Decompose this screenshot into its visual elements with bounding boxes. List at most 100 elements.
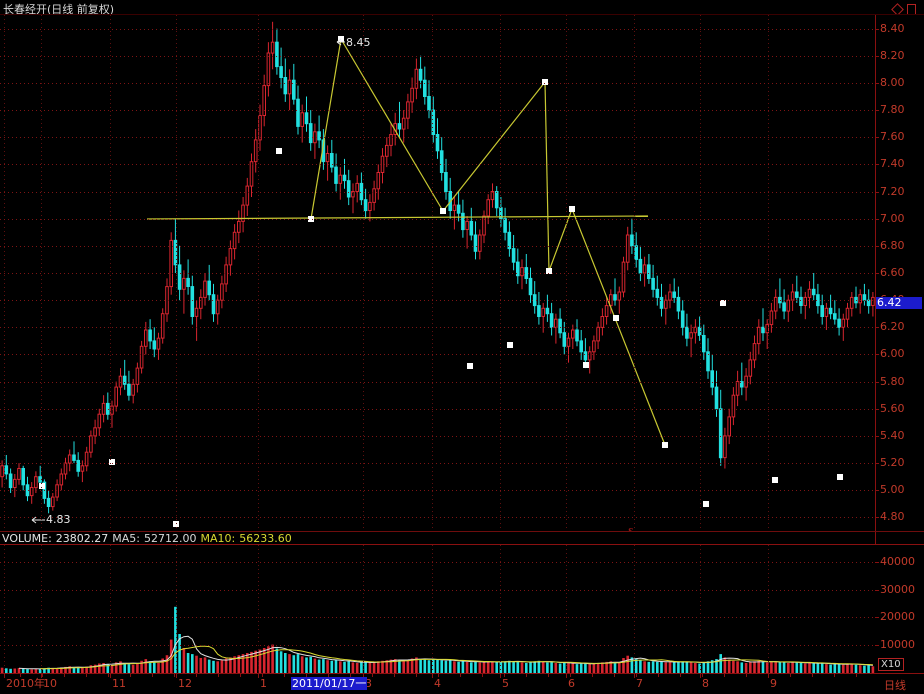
date-minor-tick — [460, 674, 461, 677]
candle-body — [718, 408, 723, 459]
window-title: 长春经开(日线 前复权) — [3, 3, 115, 16]
volume-bar — [613, 662, 617, 673]
volume-bar — [829, 664, 832, 673]
volume-bar — [85, 666, 88, 673]
event-marker[interactable]: § — [628, 527, 634, 531]
volume-bar — [136, 663, 139, 673]
volume-bar — [791, 662, 794, 673]
volume-bar — [660, 661, 663, 673]
price-axis-label: 8.20 — [880, 48, 905, 62]
drawing-handle[interactable] — [772, 477, 778, 483]
drawing-handle[interactable] — [546, 268, 552, 274]
candle-body — [372, 188, 376, 203]
drawing-handle[interactable] — [276, 148, 282, 154]
candle-body — [110, 405, 114, 415]
volume-chart-pane[interactable] — [0, 545, 875, 673]
volume-bar — [444, 660, 448, 673]
candle-body — [342, 174, 347, 182]
candle-body — [592, 340, 596, 353]
volume-bars-svg — [0, 606, 875, 673]
support-resistance-line[interactable] — [146, 215, 649, 220]
price-gridline — [0, 300, 875, 301]
drawing-handle[interactable] — [613, 315, 619, 321]
date-tick — [566, 674, 567, 678]
volume-bar — [330, 660, 334, 673]
volume-bar — [470, 662, 473, 673]
volume-bar — [744, 663, 748, 673]
candle-body — [287, 79, 292, 95]
candle-body — [148, 329, 152, 342]
date-minor-tick — [86, 674, 87, 677]
low-annotation: 4.83 — [46, 513, 71, 526]
volume-bar — [550, 661, 553, 673]
volume-bar — [30, 669, 33, 673]
decline-line-2[interactable] — [544, 81, 550, 272]
decline-line-1[interactable] — [340, 38, 444, 212]
date-tick — [258, 674, 259, 678]
volume-bar — [114, 662, 118, 673]
candle-body — [549, 313, 554, 328]
volume-bar — [148, 661, 152, 673]
drawing-handle[interactable] — [39, 483, 45, 489]
volume-bar — [508, 660, 511, 673]
drawing-handle[interactable] — [662, 442, 668, 448]
candle-body — [363, 199, 368, 212]
volume-bar — [749, 661, 752, 673]
drawing-handle[interactable] — [467, 363, 473, 369]
candle-body — [828, 307, 833, 315]
drawing-handle[interactable] — [569, 206, 575, 212]
rally-up-line-2[interactable] — [442, 81, 546, 212]
date-axis[interactable]: 2010年 10 11 12 1 3 4 5 6 7 8 9 2011/01/17一 — [0, 674, 875, 694]
volume-bar — [300, 656, 304, 673]
date-minor-tick — [108, 674, 109, 677]
volume-bar — [706, 661, 710, 673]
drawing-handle[interactable] — [507, 342, 513, 348]
volume-bar — [440, 660, 443, 673]
candle-body — [465, 220, 469, 230]
volume-gridline — [0, 590, 875, 591]
volume-bar — [339, 661, 342, 673]
volume-bar — [871, 666, 875, 673]
volume-bar — [837, 663, 841, 673]
price-gridline — [0, 463, 875, 464]
volume-bar — [584, 663, 587, 673]
price-axis-label: 4.80 — [880, 510, 905, 524]
candle-body — [630, 234, 634, 247]
candle-body — [486, 199, 490, 217]
price-gridline — [0, 246, 875, 247]
drawing-handle[interactable] — [720, 300, 726, 306]
price-tick — [875, 55, 879, 57]
volume-bar — [563, 662, 566, 673]
drawing-handle[interactable] — [542, 79, 548, 85]
drawing-handle[interactable] — [837, 474, 843, 480]
date-minor-tick — [240, 674, 241, 677]
date-minor-tick — [702, 674, 703, 677]
candle-body — [790, 291, 795, 301]
period-selector[interactable]: 日线 — [876, 674, 924, 694]
volume-bar — [186, 653, 190, 673]
volume-bar — [246, 653, 249, 673]
candle-body — [596, 326, 600, 342]
drawing-handle[interactable] — [440, 208, 446, 214]
drawing-handle[interactable] — [583, 362, 589, 368]
volume-bar — [630, 657, 634, 673]
pane-divider-1 — [0, 531, 924, 532]
candle-body — [114, 386, 119, 407]
volume-bar — [778, 661, 782, 673]
drawing-handle[interactable] — [109, 459, 115, 465]
candle-body — [752, 343, 757, 361]
volume-bar — [21, 668, 25, 673]
candle-body — [482, 215, 486, 236]
volume-bar — [110, 664, 114, 673]
volume-bar — [284, 653, 287, 673]
volume-bar — [436, 659, 439, 673]
price-chart-pane[interactable]: 8.45 4.83 § — [0, 15, 875, 531]
candle-body — [558, 318, 562, 334]
candle-body — [199, 296, 203, 309]
candle-body — [689, 332, 693, 339]
volume-bar — [681, 661, 684, 673]
rally-up-line[interactable] — [310, 38, 342, 220]
price-axis-label: 5.80 — [880, 374, 905, 388]
drawing-handle[interactable] — [703, 501, 709, 507]
volume-bar — [313, 658, 317, 673]
